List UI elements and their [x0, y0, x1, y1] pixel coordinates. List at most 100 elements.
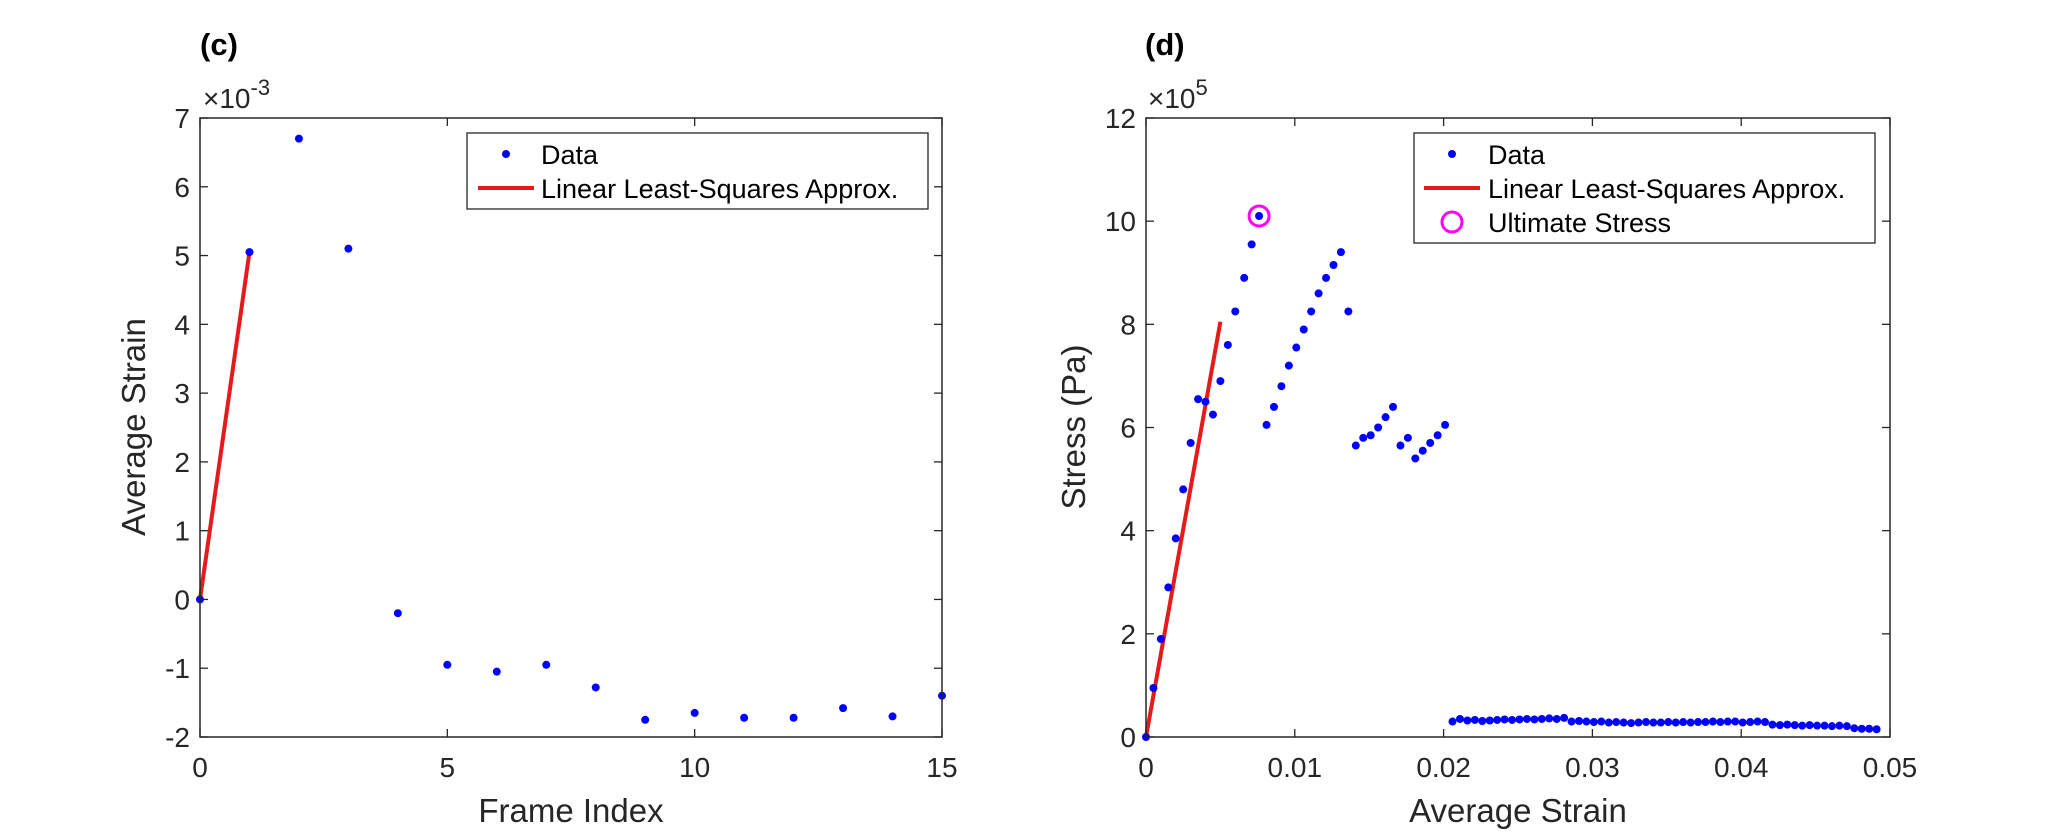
data-point-d-26: [1336, 248, 1345, 257]
data-point-d-85: [1775, 721, 1784, 730]
y-exponent-base-c: ×10: [203, 83, 251, 114]
data-point-d-16: [1262, 420, 1271, 429]
x-tick-label-d-4: 0.04: [1714, 752, 1769, 783]
data-point-d-28: [1351, 441, 1360, 450]
y-tick-label-d-4: 8: [1120, 309, 1136, 340]
y-exponent-d: ×105: [1148, 75, 1208, 114]
data-point-d-60: [1589, 718, 1598, 727]
chart-panel-c: (c) ×10-3 0 5 10 15 -2 -1 0 1 2 3 4 5 6 7 Frame Index…: [115, 27, 958, 829]
data-point-d-27: [1344, 307, 1353, 316]
data-point-d-15: [1255, 212, 1264, 221]
data-point-c-1: [245, 248, 254, 257]
data-point-d-68: [1649, 718, 1658, 727]
y-tick-label-c-6: 4: [174, 309, 190, 340]
y-exponent-power-d: 5: [1196, 75, 1208, 100]
y-tick-label-d-3: 6: [1120, 413, 1136, 444]
data-point-d-29: [1359, 433, 1368, 442]
tick-labels-c: 0 5 10 15 -2 -1 0 1 2 3 4 5 6 7: [165, 103, 957, 783]
data-point-c-6: [492, 667, 501, 676]
data-point-d-55: [1552, 714, 1561, 723]
data-point-d-86: [1783, 720, 1792, 729]
data-point-c-8: [591, 683, 600, 692]
data-point-d-42: [1455, 714, 1464, 723]
data-point-d-71: [1671, 718, 1680, 727]
data-point-d-44: [1470, 715, 1479, 724]
data-point-d-20: [1292, 343, 1301, 352]
data-point-c-11: [740, 713, 749, 722]
data-point-d-24: [1322, 273, 1331, 282]
data-point-d-63: [1612, 718, 1621, 727]
chart-panel-d: (d) ×105 0 0.01 0.02 0.03 0.04 0.05024681012 …: [1055, 27, 1917, 829]
data-point-c-2: [294, 134, 303, 143]
fit-line-c: [198, 251, 252, 600]
data-point-d-41: [1448, 717, 1457, 726]
data-point-d-91: [1820, 721, 1829, 730]
data-point-d-23: [1314, 289, 1323, 298]
legend-label-data-d: Data: [1488, 140, 1546, 170]
data-point-d-95: [1850, 724, 1859, 733]
svg-text:×10-3: ×10-3: [203, 75, 270, 114]
data-point-c-13: [839, 704, 848, 713]
x-tick-label-d-5: 0.05: [1863, 752, 1918, 783]
legend-swatch-data-d: [1448, 150, 1456, 158]
legend-label-fit-d: Linear Least-Squares Approx.: [1488, 174, 1845, 204]
data-point-d-69: [1656, 718, 1665, 727]
data-point-d-52: [1530, 715, 1539, 724]
y-tick-label-c-2: 0: [174, 584, 190, 615]
x-tick-label-d-0: 0: [1138, 752, 1154, 783]
data-marks-d: [1142, 204, 1881, 741]
data-point-c-3: [344, 244, 353, 253]
data-point-d-40: [1441, 420, 1450, 429]
fit-line-d: [1144, 321, 1223, 738]
plot-frame-c: [199, 117, 943, 738]
data-point-c-5: [443, 660, 452, 669]
tick-marks-c: [199, 117, 943, 738]
data-point-d-31: [1374, 423, 1383, 432]
data-point-d-39: [1433, 431, 1442, 440]
data-point-d-14: [1247, 240, 1256, 249]
legend-label-data-c: Data: [541, 140, 599, 170]
y-exponent-power-c: -3: [251, 75, 271, 100]
x-tick-label-c-0: 0: [192, 752, 208, 783]
data-point-d-13: [1240, 273, 1249, 282]
data-point-d-35: [1403, 433, 1412, 442]
data-point-d-32: [1381, 413, 1390, 422]
y-tick-label-d-2: 4: [1120, 516, 1136, 547]
data-point-d-49: [1508, 715, 1517, 724]
data-point-d-56: [1560, 713, 1569, 722]
data-point-d-75: [1701, 718, 1710, 727]
data-point-d-45: [1478, 717, 1487, 726]
data-point-d-51: [1522, 714, 1531, 723]
data-point-c-4: [393, 609, 402, 618]
data-point-d-98: [1872, 725, 1881, 734]
tick-labels-d: 0 0.01 0.02 0.03 0.04 0.05 0 2 4 6 8 10 12: [1105, 103, 1917, 783]
y-tick-label-d-0: 0: [1120, 722, 1136, 753]
data-point-d-38: [1426, 438, 1435, 447]
data-point-d-77: [1716, 718, 1725, 727]
data-point-d-47: [1493, 715, 1502, 724]
y-tick-label-c-7: 5: [174, 241, 190, 272]
data-point-d-6: [1186, 438, 1195, 447]
y-tick-label-c-3: 1: [174, 516, 190, 547]
x-tick-label-d-3: 0.03: [1565, 752, 1620, 783]
data-point-d-74: [1694, 718, 1703, 727]
data-point-d-21: [1299, 325, 1308, 334]
data-point-d-96: [1857, 724, 1866, 733]
x-tick-label-c-1: 5: [440, 752, 456, 783]
data-point-d-3: [1164, 583, 1173, 592]
data-point-d-89: [1805, 721, 1814, 730]
legend-box-c: [466, 132, 929, 210]
data-marks-c: [196, 134, 946, 724]
x-axis-label-d: Average Strain: [1409, 792, 1627, 829]
x-tick-label-d-1: 0.01: [1268, 752, 1323, 783]
data-point-d-76: [1708, 717, 1717, 726]
y-tick-label-d-6: 12: [1105, 103, 1136, 134]
data-point-d-53: [1537, 714, 1546, 723]
data-point-d-1: [1149, 683, 1158, 692]
data-point-d-25: [1329, 261, 1338, 270]
data-point-d-57: [1567, 717, 1576, 726]
data-point-d-83: [1761, 718, 1770, 727]
data-point-d-72: [1679, 718, 1688, 727]
data-point-d-54: [1545, 714, 1554, 723]
